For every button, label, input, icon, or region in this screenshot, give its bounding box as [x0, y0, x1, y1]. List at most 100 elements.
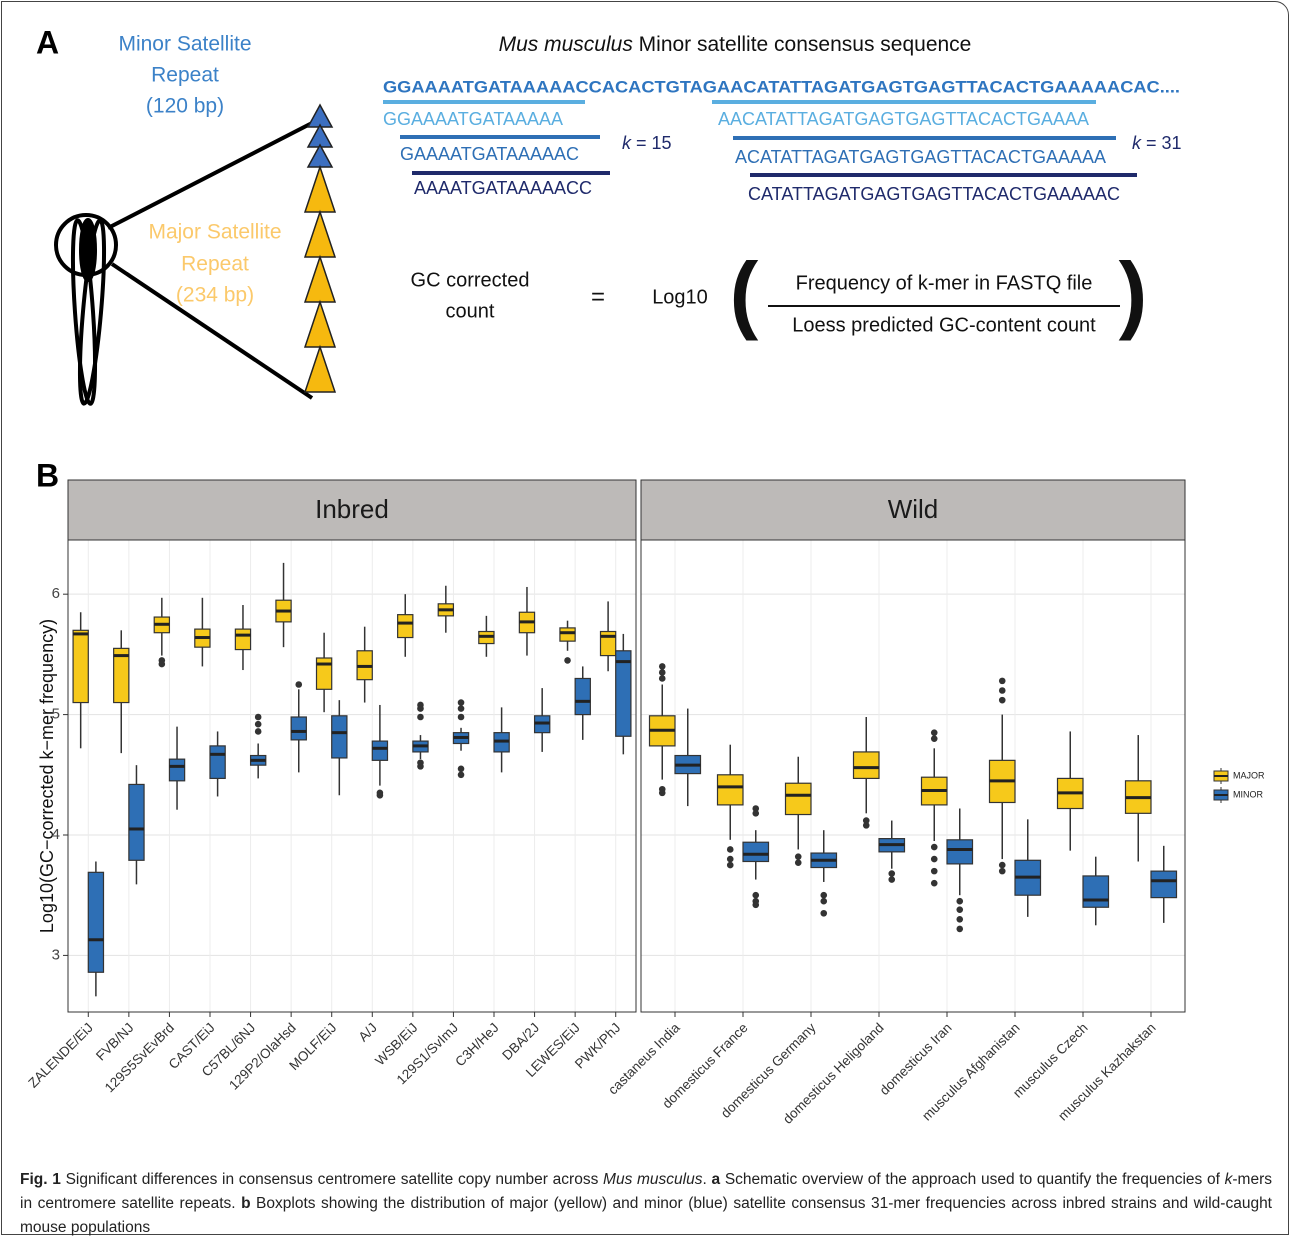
- fig-label: Fig. 1: [20, 1171, 61, 1188]
- outlier: [956, 926, 963, 933]
- outlier: [727, 856, 734, 863]
- caption-text: Schematic overview of the approach used …: [720, 1171, 1225, 1188]
- outlier: [752, 810, 759, 817]
- caption-text: .: [702, 1171, 711, 1188]
- box: [291, 717, 306, 740]
- outlier: [417, 714, 424, 721]
- panel-background: [68, 540, 636, 1012]
- box: [560, 628, 575, 641]
- outlier: [999, 697, 1006, 704]
- panel-label: A: [36, 24, 59, 60]
- caption-panel: b: [241, 1195, 250, 1212]
- caption-panel: a: [712, 1171, 721, 1188]
- outlier: [931, 868, 938, 875]
- box: [169, 759, 184, 781]
- outlier: [795, 853, 802, 860]
- sequence-title: Mus musculus Minor satellite consensus s…: [499, 33, 972, 56]
- kmer: AAAATGATAAAAACC: [414, 178, 592, 198]
- minor-label: Minor Satellite: [118, 33, 251, 56]
- outlier: [888, 870, 895, 877]
- major-label: Major Satellite: [148, 221, 281, 244]
- outlier: [727, 862, 734, 869]
- outlier: [659, 663, 666, 670]
- box: [210, 746, 225, 779]
- outlier: [255, 728, 262, 735]
- y-tick-label: 5: [52, 706, 60, 723]
- box: [743, 842, 769, 861]
- repeat-triangles: [305, 105, 335, 392]
- outlier: [820, 910, 827, 917]
- outlier: [888, 876, 895, 883]
- outlier: [956, 916, 963, 923]
- box: [947, 840, 973, 864]
- box: [1083, 876, 1109, 907]
- outlier: [999, 687, 1006, 694]
- y-tick-label: 3: [52, 946, 60, 963]
- outlier: [863, 822, 870, 829]
- outlier: [417, 763, 424, 770]
- box: [786, 783, 812, 814]
- caption-italic: Mus musculus: [603, 1171, 702, 1188]
- box: [88, 872, 103, 972]
- kmer: CATATTAGATGAGTGAGTTACACTGAAAAAC: [748, 184, 1120, 204]
- outlier: [931, 856, 938, 863]
- outlier: [820, 898, 827, 905]
- formula-log: Log10: [652, 286, 708, 308]
- outlier: [931, 735, 938, 742]
- outlier: [255, 714, 262, 721]
- outlier: [458, 771, 465, 778]
- figure: A Minor Satellite Repeat (120 bp) Major …: [0, 0, 1292, 1160]
- box: [372, 741, 387, 760]
- outlier: [458, 699, 465, 706]
- kmer: GGAAAATGATAAAAA: [383, 109, 563, 129]
- y-tick-label: 6: [52, 585, 60, 602]
- formula-paren: ): [1119, 246, 1148, 342]
- k-label: k = 15: [622, 133, 672, 153]
- outlier: [377, 792, 384, 799]
- box: [129, 784, 144, 860]
- outlier: [564, 657, 571, 664]
- outlier: [752, 902, 759, 909]
- title-rest: Minor satellite consensus sequence: [633, 33, 972, 56]
- x-tick-label: C3H/HeJ: [452, 1020, 501, 1069]
- box: [575, 678, 590, 714]
- plot: ZALENDE/EiJFVB/NJ129S5SvEvBrdCAST/EiJC57…: [25, 480, 1265, 1127]
- outlier: [159, 661, 166, 668]
- box: [398, 615, 413, 638]
- y-tick-label: 4: [52, 826, 60, 843]
- outlier: [956, 898, 963, 905]
- k-value: = 15: [631, 133, 672, 153]
- box: [73, 630, 88, 702]
- k-label: k = 31: [1132, 133, 1182, 153]
- major-label: (234 bp): [176, 284, 254, 307]
- box: [616, 651, 631, 736]
- formula-paren: (: [730, 246, 759, 342]
- minor-label: (120 bp): [146, 95, 224, 118]
- minor-label: Repeat: [151, 64, 219, 87]
- formula-numerator: Frequency of k-mer in FASTQ file: [796, 272, 1093, 294]
- box: [332, 716, 347, 758]
- formula-lhs: GC corrected: [411, 269, 530, 291]
- strip-label: Inbred: [315, 494, 389, 524]
- panel-label: B: [36, 457, 59, 493]
- outlier: [820, 892, 827, 899]
- box: [718, 775, 744, 805]
- x-tick-label: domesticus Iran: [877, 1020, 955, 1098]
- caption: Fig. 1 Significant differences in consen…: [20, 1168, 1272, 1240]
- kmer: AACATATTAGATGAGTGAGTTACACTGAAAA: [718, 109, 1089, 129]
- y-axis-title: Log10(GC−corrected k−mer frequency): [37, 619, 57, 933]
- box: [235, 629, 250, 649]
- outlier: [795, 859, 802, 866]
- outlier: [931, 844, 938, 851]
- title-species: Mus musculus: [499, 33, 634, 56]
- outlier: [999, 678, 1006, 685]
- kmer: GAAAATGATAAAAAC: [400, 144, 579, 164]
- outlier: [255, 721, 262, 728]
- k-value: = 31: [1141, 133, 1182, 153]
- outlier: [659, 669, 666, 676]
- outlier: [931, 880, 938, 887]
- outlier: [931, 729, 938, 736]
- outlier: [295, 681, 302, 688]
- x-tick-label: ZALENDE/EiJ: [25, 1020, 96, 1091]
- outlier: [458, 705, 465, 712]
